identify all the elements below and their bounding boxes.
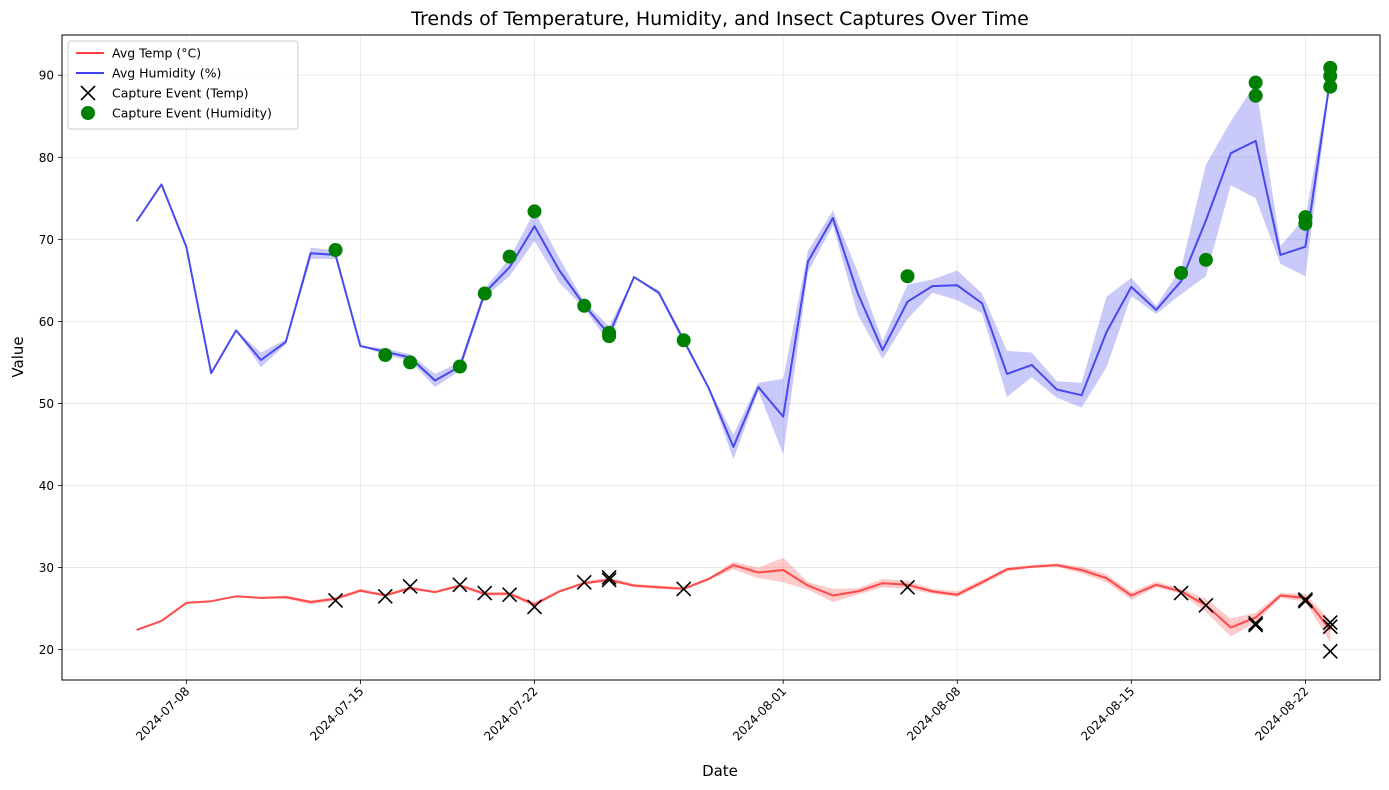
x-tick-label: 2024-07-22	[481, 684, 540, 743]
humidity-capture-dot	[378, 348, 393, 363]
y-tick-label: 90	[39, 69, 54, 83]
temp-capture-x	[1322, 643, 1338, 659]
y-tick-label: 20	[39, 643, 54, 657]
x-tick-label: 2024-08-22	[1252, 684, 1311, 743]
humidity-capture-dot	[1298, 216, 1313, 231]
legend-label: Avg Temp (°C)	[112, 46, 201, 61]
x-tick-label: 2024-07-08	[133, 684, 192, 743]
y-tick-label: 80	[39, 151, 54, 165]
series-line-1	[135, 78, 1332, 448]
humidity-capture-dot	[328, 243, 343, 257]
confidence-bands	[136, 75, 1331, 643]
y-tick-label: 70	[39, 233, 54, 247]
legend-frame	[67, 40, 299, 130]
temp-capture-x	[452, 577, 468, 593]
x-tick-label: 2024-07-15	[307, 684, 366, 743]
y-tick-label: 40	[39, 479, 54, 493]
humidity-capture-dot	[1198, 252, 1213, 267]
temp-capture-x	[1297, 592, 1313, 608]
temp-capture-x	[1173, 585, 1189, 601]
humidity-capture-dot	[527, 204, 542, 219]
series-lines	[135, 78, 1332, 631]
x-tick-label: 2024-08-01	[730, 684, 789, 743]
temp-capture-x	[899, 579, 916, 595]
x-axis-title: Date	[702, 762, 738, 780]
y-axis-title: Value	[9, 336, 27, 377]
series-band-1	[136, 75, 1331, 460]
capture-markers	[327, 60, 1338, 659]
temp-capture-x	[676, 581, 692, 597]
temp-capture-x	[1297, 593, 1313, 609]
temp-capture-x	[502, 587, 518, 603]
legend-x-swatch	[80, 85, 96, 101]
temp-capture-x	[1322, 619, 1338, 635]
y-tick-label: 60	[39, 315, 54, 329]
humidity-capture-dot	[1323, 79, 1338, 94]
legend-label: Capture Event (Temp)	[112, 86, 249, 101]
legend: Avg Temp (°C) Avg Humidity (%) Capture Eve…	[67, 40, 299, 130]
humidity-capture-dot	[403, 355, 418, 370]
temp-capture-x	[1322, 614, 1338, 631]
plot-frame	[61, 34, 1381, 681]
y-tick-label: 30	[39, 561, 54, 575]
humidity-capture-dot	[1248, 88, 1263, 103]
humidity-capture-dot	[452, 359, 467, 374]
humidity-capture-dot	[1323, 60, 1338, 75]
temp-capture-x	[1248, 615, 1264, 631]
chart-title: Trends of Temperature, Humidity, and Ins…	[410, 8, 1029, 30]
y-tick-label: 50	[39, 397, 54, 411]
legend-dot-swatch	[81, 106, 95, 120]
x-tick-label: 2024-08-15	[1078, 684, 1137, 743]
series-line-0	[136, 564, 1332, 631]
humidity-capture-dot	[1174, 265, 1189, 280]
legend-label: Avg Humidity (%)	[112, 66, 221, 81]
temp-capture-x	[526, 599, 543, 615]
x-tick-label: 2024-08-08	[904, 684, 963, 743]
temp-capture-x	[402, 578, 418, 595]
humidity-capture-dot	[676, 333, 691, 348]
humidity-capture-dot	[1248, 75, 1263, 90]
temp-capture-x	[576, 574, 592, 590]
temp-capture-x	[327, 592, 344, 608]
x-axis-ticks: 2024-07-08 2024-07-15 2024-07-22 2024-08-01…	[133, 680, 1312, 743]
temp-capture-x	[1198, 597, 1214, 613]
grid	[62, 35, 1380, 680]
humidity-capture-dot	[577, 298, 592, 313]
humidity-capture-dot	[477, 286, 492, 301]
humidity-capture-dot	[900, 269, 915, 284]
legend-label: Capture Event (Humidity)	[112, 106, 272, 121]
temp-capture-x	[1248, 617, 1264, 633]
temp-capture-x	[377, 588, 393, 604]
series-band-0	[136, 557, 1331, 643]
temp-capture-x	[601, 572, 617, 588]
humidity-capture-dot	[602, 325, 617, 340]
y-axis-ticks: 20 30 40 50 60 70 80 90	[39, 69, 62, 657]
temp-capture-x	[601, 569, 617, 585]
humidity-capture-dot	[502, 249, 517, 264]
temp-capture-x	[477, 585, 493, 601]
